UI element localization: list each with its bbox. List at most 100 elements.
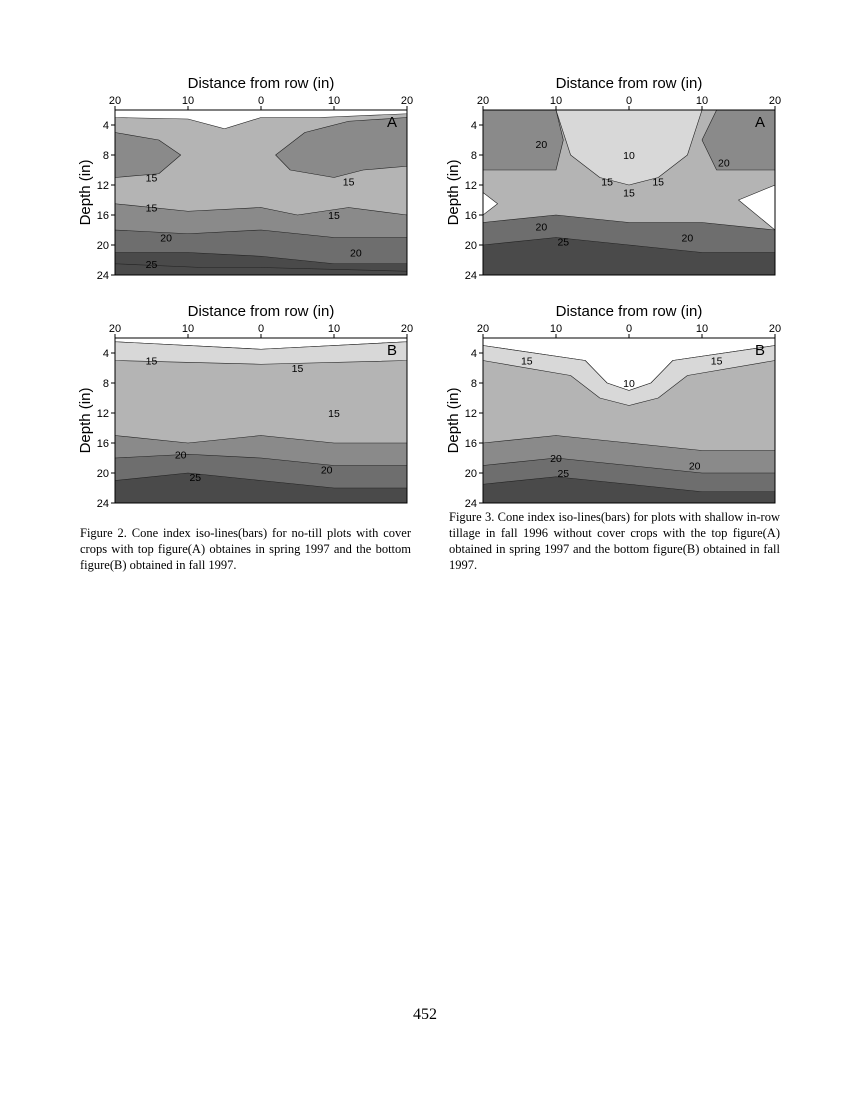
x-tick-label: 10 (696, 323, 708, 335)
y-tick-label: 16 (465, 210, 477, 222)
contour-field (483, 110, 775, 275)
y-tick-label: 4 (103, 348, 109, 360)
contour-region (555, 110, 703, 186)
y-tick-label: 24 (465, 498, 477, 510)
x-tick-label: 0 (626, 323, 632, 335)
chart-fig2-b: Distance from row (in) 20 10 0 10 20 4 8 12 16 20 2… (70, 298, 430, 520)
chart-title: Distance from row (in) (556, 303, 703, 320)
x-tick-label: 10 (328, 95, 340, 107)
y-tick-label: 4 (471, 120, 477, 132)
contour-label: 15 (711, 356, 723, 368)
y-tick-label: 24 (465, 270, 477, 282)
contour-field (483, 338, 775, 503)
contour-region (483, 237, 775, 275)
y-tick-label: 8 (471, 150, 477, 162)
contour-region (701, 110, 775, 171)
y-tick-label: 8 (471, 378, 477, 390)
contour-region (738, 184, 775, 231)
x-tick-label: 0 (626, 95, 632, 107)
x-tick-label: 20 (769, 323, 781, 335)
contour-label: 15 (601, 176, 613, 188)
panel-label: B (755, 342, 765, 359)
contour-label: 10 (623, 150, 635, 162)
x-tick-label: 20 (401, 95, 413, 107)
panel-label: A (755, 114, 765, 131)
y-axis-label: Depth (in) (77, 160, 94, 226)
contour-label: 15 (521, 356, 533, 368)
x-tick-label: 20 (109, 323, 121, 335)
contour-label: 15 (146, 203, 158, 215)
figure-caption: Figure 3. Cone index iso-lines(bars) for… (449, 510, 780, 572)
panel-label: B (387, 342, 397, 359)
contour-label: 20 (682, 233, 694, 245)
chart-title: Distance from row (in) (556, 75, 703, 92)
x-tick-label: 20 (477, 323, 489, 335)
x-tick-label: 10 (550, 323, 562, 335)
contour-field (115, 110, 407, 275)
contour-label: 15 (146, 173, 158, 185)
x-tick-label: 20 (477, 95, 489, 107)
contour-label: 25 (146, 259, 158, 271)
contour-region (115, 110, 407, 130)
contour-label: 20 (321, 464, 333, 476)
contour-region (115, 472, 407, 503)
contour-label: 15 (652, 176, 664, 188)
y-tick-label: 20 (97, 468, 109, 480)
contour-region (115, 341, 407, 365)
y-tick-label: 16 (97, 210, 109, 222)
y-tick-label: 8 (103, 378, 109, 390)
y-tick-label: 20 (465, 240, 477, 252)
y-axis-label: Depth (in) (77, 388, 94, 454)
contour-label: 15 (328, 210, 340, 222)
contour-label: 20 (536, 139, 548, 151)
chart-svg: Distance from row (in)20 10 0 10 20481216202… (77, 303, 413, 510)
y-tick-label: 12 (465, 180, 477, 192)
y-tick-label: 20 (465, 468, 477, 480)
y-tick-label: 20 (97, 240, 109, 252)
chart-title: Distance from row (in) (188, 303, 335, 320)
x-tick-label: 20 (769, 95, 781, 107)
y-tick-label: 12 (465, 408, 477, 420)
contour-region (115, 263, 407, 275)
y-tick-label: 24 (97, 270, 109, 282)
contour-field (115, 338, 407, 503)
y-tick-label: 4 (471, 348, 477, 360)
x-tick-label: 20 (109, 95, 121, 107)
x-tick-label: 10 (182, 323, 194, 335)
page-number: 452 (413, 1006, 437, 1023)
y-tick-label: 12 (97, 408, 109, 420)
y-tick-label: 24 (97, 498, 109, 510)
contour-label: 20 (350, 248, 362, 260)
contour-region (483, 476, 775, 503)
chart-fig3-a: Distance from row (in) 20 10 0 10 20 4 8 12 16 20 2… (438, 70, 798, 292)
y-tick-label: 16 (97, 438, 109, 450)
contour-label: 15 (292, 363, 304, 375)
contour-label: 15 (623, 188, 635, 200)
contour-region (275, 117, 407, 178)
x-tick-label: 20 (401, 323, 413, 335)
y-tick-label: 8 (103, 150, 109, 162)
x-tick-label: 10 (328, 323, 340, 335)
contour-label: 20 (175, 449, 187, 461)
chart-svg: Distance from row (in) 20 10 0 10 20 4 8 12 16 20 2… (445, 303, 781, 510)
chart-fig2-a: Distance from row (in) 20 10 0 10 20 4 8 12 16 20 2… (70, 70, 430, 292)
contour-region (483, 192, 498, 216)
y-tick-label: 12 (97, 180, 109, 192)
x-tick-label: 0 (258, 323, 264, 335)
panel-label: A (387, 114, 397, 131)
contour-label: 25 (189, 472, 201, 484)
y-tick-label: 16 (465, 438, 477, 450)
contour-region (483, 110, 564, 171)
y-tick-label: 4 (103, 120, 109, 132)
contour-label: 15 (146, 356, 158, 368)
x-tick-label: 0 (258, 95, 264, 107)
contour-label: 25 (557, 468, 569, 480)
x-tick-label: 10 (550, 95, 562, 107)
contour-label: 20 (536, 221, 548, 233)
chart-fig3-b: Distance from row (in) 20 10 0 10 20 4 8 12 16 20 2… (438, 298, 798, 520)
y-axis-label: Depth (in) (445, 160, 462, 226)
x-tick-label: 10 (182, 95, 194, 107)
contour-label: 20 (718, 158, 730, 170)
contour-region (115, 132, 181, 178)
contour-label: 20 (689, 461, 701, 473)
